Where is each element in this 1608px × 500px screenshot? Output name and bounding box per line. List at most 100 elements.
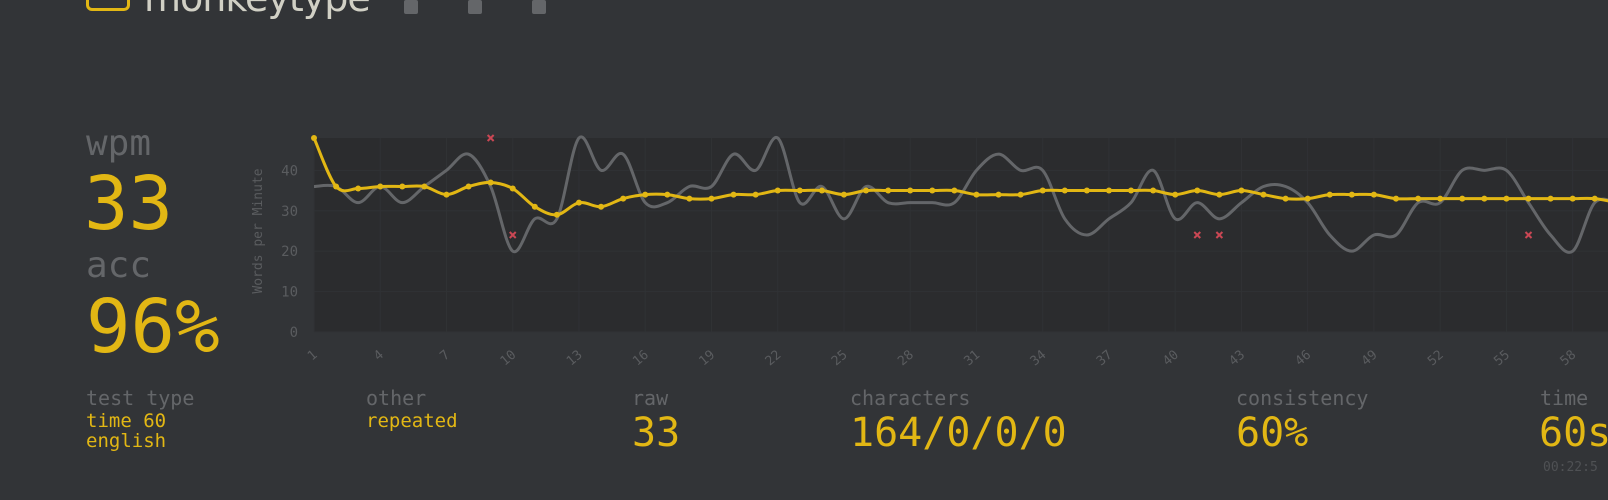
wpm-point [642, 191, 649, 198]
x-tick-label: 10 [498, 348, 520, 370]
wpm-point [575, 199, 582, 206]
error-mark [509, 231, 517, 239]
x-tick-label: 52 [1425, 348, 1447, 370]
x-tick-label: 49 [1359, 348, 1381, 370]
wpm-point [1437, 195, 1444, 202]
x-tick-label: 40 [1160, 348, 1182, 370]
error-mark [1193, 231, 1201, 239]
error-mark [486, 134, 495, 142]
wpm-point [885, 187, 892, 194]
wpm-point [421, 183, 428, 190]
wpm-point [907, 187, 914, 194]
x-tick-label: 34 [1028, 347, 1050, 369]
wpm-point [509, 185, 516, 192]
x-tick-label: 43 [1226, 348, 1248, 370]
wpm-point [664, 191, 671, 198]
wpm-point [1569, 195, 1576, 202]
test-type-label: test type [86, 386, 195, 410]
error-mark [1524, 231, 1533, 239]
wpm-point [1393, 195, 1400, 202]
wpm-point [1194, 187, 1201, 194]
raw-series-line [313, 135, 1608, 254]
wpm-point [796, 187, 803, 194]
acc-label: acc [86, 245, 152, 286]
wpm-point [399, 183, 406, 190]
wpm-point [1128, 187, 1135, 194]
wpm-point [1150, 187, 1157, 194]
wpm-point [1503, 195, 1510, 202]
keyboard-icon[interactable] [86, 0, 130, 11]
x-tick-label: 19 [696, 348, 718, 370]
x-tick-label: 4 [371, 347, 387, 364]
x-tick-label: 1 [305, 348, 321, 365]
wpm-point [863, 187, 870, 194]
wpm-point [1260, 191, 1267, 198]
wpm-point [1304, 195, 1311, 202]
acc-value: 96% [86, 284, 220, 370]
x-tick-label: 37 [1094, 348, 1116, 370]
raw-value: 33 [632, 410, 681, 456]
wpm-point [1216, 191, 1223, 198]
x-tick-label: 55 [1491, 348, 1513, 370]
wpm-point [1083, 187, 1090, 194]
wpm-point [951, 187, 958, 194]
wpm-point [1105, 187, 1112, 194]
x-tick-label: 25 [829, 348, 851, 370]
wpm-point [553, 211, 560, 218]
wpm-point [686, 195, 693, 202]
wpm-point [708, 195, 715, 202]
brand-title[interactable]: monkeytype [144, 0, 371, 18]
wpm-point [443, 191, 450, 198]
wpm-point [465, 183, 472, 190]
y-axis-label: Words per Minute [251, 168, 266, 293]
wpm-point [1481, 195, 1488, 202]
x-tick-label: 13 [564, 348, 586, 370]
wpm-point [1017, 191, 1024, 198]
wpm-point [1547, 195, 1554, 202]
wpm-point [487, 179, 494, 186]
keyboard-icon[interactable] [403, 0, 418, 14]
test-type-language: english [86, 430, 167, 452]
plot-area [314, 138, 1608, 332]
characters-label: characters [850, 386, 971, 410]
characters-value: 164/0/0/0 [850, 410, 1067, 456]
x-tick-label: 46 [1293, 348, 1315, 370]
y-tick-label: 10 [281, 285, 298, 301]
wpm-point [1238, 187, 1245, 194]
wpm-point [1591, 195, 1598, 202]
crown-icon[interactable] [467, 0, 482, 14]
wpm-point [752, 191, 759, 198]
time-label: time [1540, 386, 1589, 410]
y-tick-label: 0 [290, 325, 298, 341]
wpm-point [1459, 195, 1466, 202]
x-tick-label: 28 [895, 348, 917, 370]
raw-label: raw [632, 386, 669, 410]
test-type-mode: time 60 [86, 410, 167, 432]
wpm-point [1061, 187, 1068, 194]
wpm-point [598, 203, 605, 210]
info-icon[interactable] [531, 0, 546, 14]
y-tick-label: 20 [281, 244, 298, 260]
wpm-point [1348, 191, 1355, 198]
time-clock: 00:22:5 [1543, 460, 1598, 475]
header: monkeytype [86, 0, 546, 18]
time-value: 60s [1539, 410, 1608, 456]
x-tick-label: 22 [763, 348, 785, 370]
wpm-point [1370, 191, 1377, 198]
other-label: other [366, 386, 427, 410]
wpm-point [1525, 195, 1532, 202]
y-tick-label: 40 [281, 163, 298, 179]
wpm-point [620, 195, 627, 202]
wpm-point [973, 191, 980, 198]
wpm-point [1326, 191, 1333, 198]
wpm-point [995, 191, 1002, 198]
wpm-point [840, 191, 847, 198]
wpm-label: wpm [86, 123, 152, 164]
error-mark [1215, 231, 1224, 239]
wpm-point [730, 191, 737, 198]
wpm-point [1039, 187, 1046, 194]
wpm-value: 33 [84, 161, 174, 247]
y-tick-label: 30 [281, 204, 298, 220]
x-tick-label: 16 [630, 348, 652, 370]
wpm-point [355, 185, 362, 192]
